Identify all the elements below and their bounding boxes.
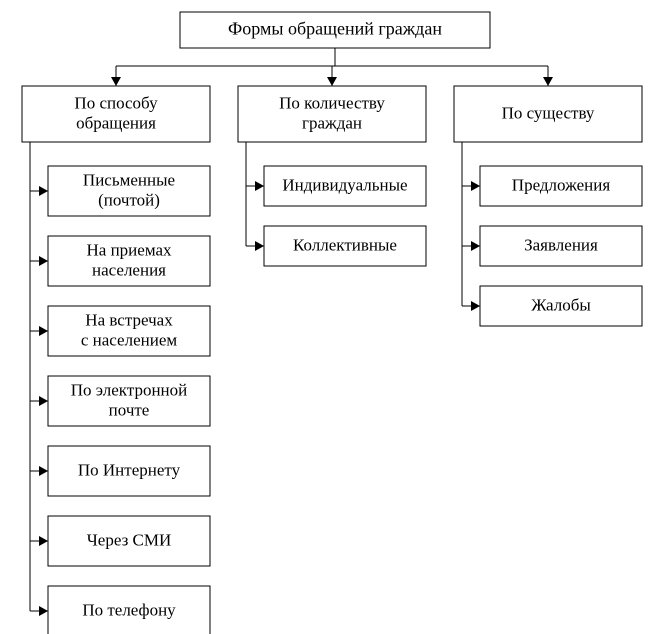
leaf-by_substance-1-label: Заявления <box>524 235 598 254</box>
leaf-by_method-5-label: Через СМИ <box>87 530 172 549</box>
leaf-by_count-1-label: Коллективные <box>293 235 397 254</box>
leaf-by_method-3-label: По электронной <box>71 380 188 399</box>
leaf-by_method-1-label: На приемах <box>87 240 173 259</box>
root-label: Формы обращений граждан <box>228 19 442 39</box>
leaf-by_count-0-label: Индивидуальные <box>282 175 407 194</box>
leaf-by_substance-2-label: Жалобы <box>531 295 591 314</box>
header-by_method-label: обращения <box>76 113 156 132</box>
leaf-by_method-4-label: По Интернету <box>78 460 181 479</box>
leaf-by_method-6-label: По телефону <box>82 600 176 619</box>
leaf-by_method-0-label: Письменные <box>83 170 175 189</box>
leaf-by_method-2-label: с населением <box>81 330 178 349</box>
header-by_count-label: По количеству <box>279 93 385 112</box>
leaf-by_method-0-label: (почтой) <box>98 190 160 209</box>
header-by_count-label: граждан <box>302 113 362 132</box>
leaf-by_method-1-label: населения <box>92 260 166 279</box>
leaf-by_method-2-label: На встречах <box>85 310 173 329</box>
diagram-canvas: Формы обращений граждан По способуобращен… <box>0 0 667 634</box>
header-by_method-label: По способу <box>74 93 158 112</box>
header-by_substance-label: По существу <box>502 103 595 122</box>
leaf-by_method-3-label: почте <box>109 400 150 419</box>
leaf-by_substance-0-label: Предложения <box>512 175 611 194</box>
